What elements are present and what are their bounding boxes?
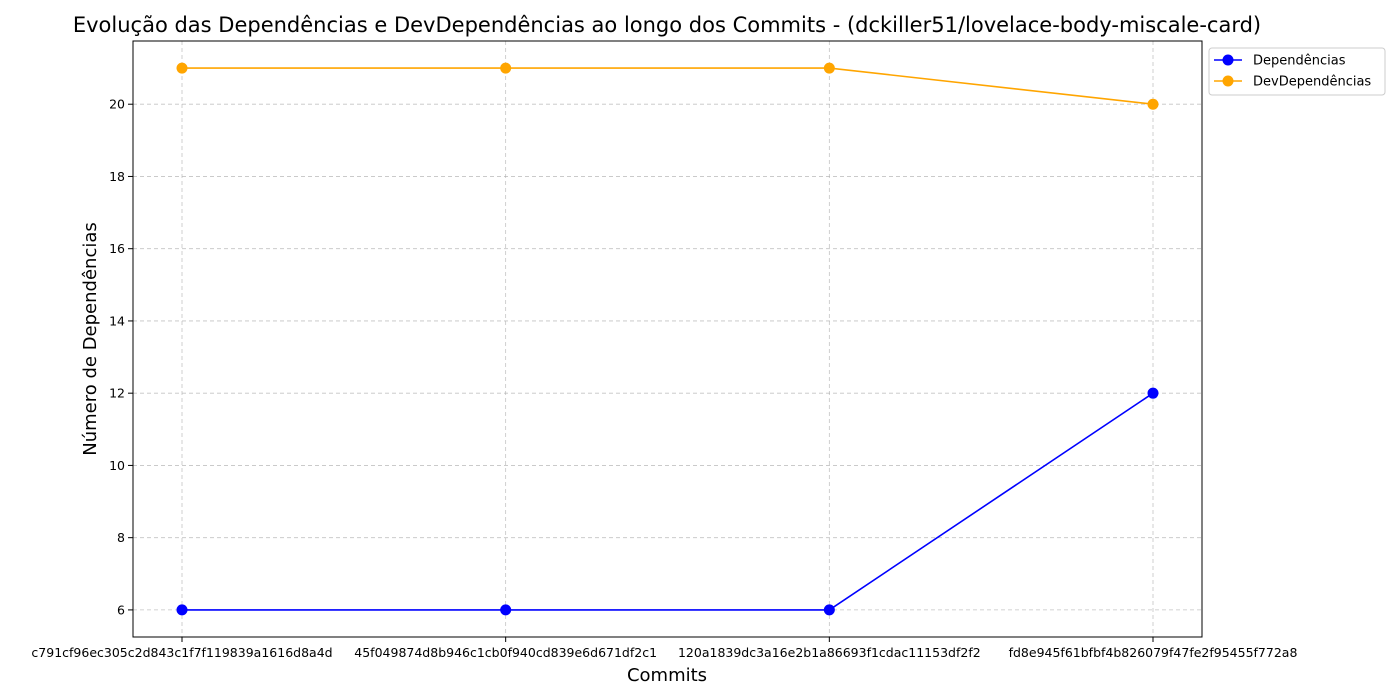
legend-marker — [1222, 54, 1234, 66]
data-point — [176, 62, 188, 74]
x-tick-label: c791cf96ec305c2d843c1f7f119839a1616d8a4d — [31, 645, 332, 660]
y-axis-ticks: 6 8 10 12 14 16 18 20 — [109, 97, 133, 617]
data-point — [823, 62, 835, 74]
series-layer — [176, 62, 1159, 616]
data-point — [176, 604, 188, 616]
y-tick-label: 12 — [109, 386, 125, 401]
legend-label: DevDependências — [1253, 75, 1371, 90]
data-point — [500, 62, 512, 74]
y-tick-label: 16 — [109, 241, 125, 256]
y-tick-label: 6 — [117, 602, 125, 617]
y-tick-label: 20 — [109, 97, 125, 112]
chart-title: Evolução das Dependências e DevDependênc… — [73, 13, 1261, 37]
y-tick-label: 8 — [117, 530, 125, 545]
y-tick-label: 18 — [109, 169, 125, 184]
x-tick-label: 45f049874d8b946c1cb0f940cd839e6d671df2c1 — [354, 645, 657, 660]
legend: Dependências DevDependências — [1208, 47, 1386, 96]
series-1 — [176, 387, 1159, 616]
y-tick-label: 10 — [109, 458, 125, 473]
data-point — [500, 604, 512, 616]
data-point — [1147, 387, 1159, 399]
data-point — [823, 604, 835, 616]
data-point — [1147, 98, 1159, 110]
legend-entry: Dependências — [1214, 54, 1346, 69]
legend-entry: DevDependências — [1214, 75, 1371, 90]
x-tick-label: fd8e945f61bfbf4b826079f47fe2f95455f772a8 — [1009, 645, 1298, 660]
grid-lines — [133, 41, 1202, 637]
y-axis-label: Número de Dependências — [80, 222, 101, 456]
x-axis-label: Commits — [627, 665, 707, 686]
series-line — [182, 67, 1154, 106]
x-tick-label: 120a1839dc3a16e2b1a86693f1cdac11153df2f2 — [678, 645, 981, 660]
x-axis-ticks: c791cf96ec305c2d843c1f7f119839a1616d8a4d… — [31, 637, 1297, 660]
legend-marker — [1222, 75, 1234, 87]
series-2 — [176, 62, 1159, 110]
y-tick-label: 14 — [109, 313, 125, 328]
legend-label: Dependências — [1253, 54, 1346, 69]
series-line — [182, 392, 1154, 611]
legend-box — [1208, 47, 1386, 96]
plot-area-frame — [132, 40, 1203, 638]
